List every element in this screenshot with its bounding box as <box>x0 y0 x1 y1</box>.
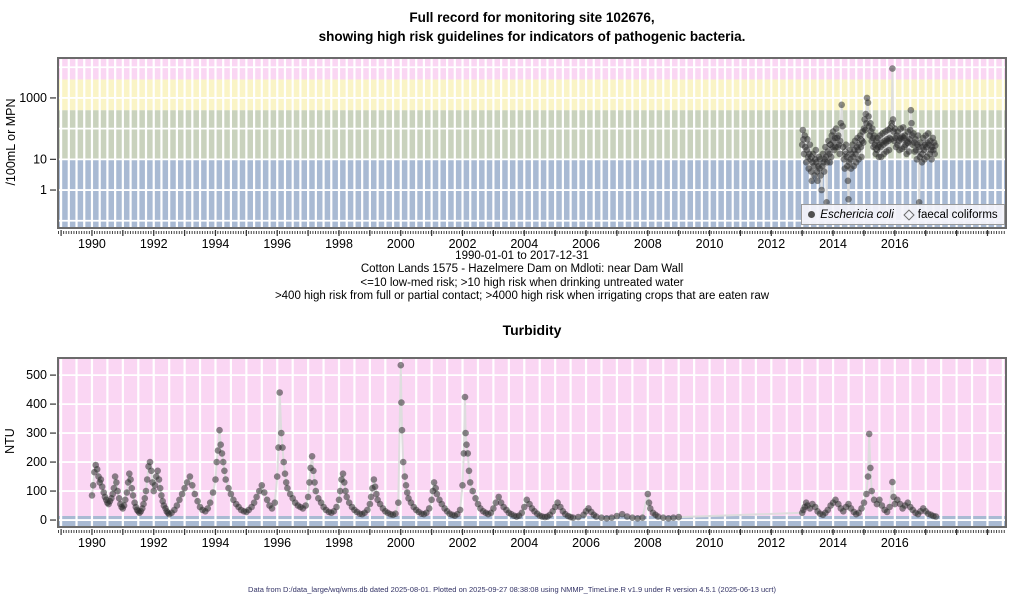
main-title: Full record for monitoring site 102676, … <box>58 8 1006 46</box>
svg-text:2014: 2014 <box>819 237 847 251</box>
svg-text:400: 400 <box>26 397 47 411</box>
svg-text:2016: 2016 <box>881 237 909 251</box>
svg-text:2004: 2004 <box>510 237 538 251</box>
svg-text:2014: 2014 <box>819 536 847 550</box>
bacteria-x-axis: 1990 1992 1994 1996 1998 2000 2002 2004 2006 2008… <box>58 230 1006 251</box>
faecal-marker-icon <box>903 208 915 221</box>
svg-text:500: 500 <box>26 368 47 382</box>
svg-text:2008: 2008 <box>634 237 662 251</box>
svg-text:100: 100 <box>26 484 47 498</box>
svg-text:1990: 1990 <box>78 536 106 550</box>
svg-text:1996: 1996 <box>263 536 291 550</box>
footer-provenance: Data from D:/data_large/wq/wms.db dated … <box>248 585 776 594</box>
bacteria-y-axis-label: /100mL or MPN <box>4 98 18 186</box>
svg-text:300: 300 <box>26 426 47 440</box>
bacteria-legend: Eschericia coli faecal coliforms <box>801 204 1005 225</box>
svg-text:2004: 2004 <box>510 536 538 550</box>
svg-text:1998: 1998 <box>325 536 353 550</box>
svg-text:1996: 1996 <box>263 237 291 251</box>
turbidity-y-axis: 0 100 200 300 400 500 <box>26 368 56 527</box>
svg-text:2006: 2006 <box>572 237 600 251</box>
svg-text:1: 1 <box>40 183 47 197</box>
svg-text:1998: 1998 <box>325 237 353 251</box>
svg-text:1994: 1994 <box>202 237 230 251</box>
svg-text:1992: 1992 <box>140 536 168 550</box>
bacteria-captions: 1990-01-01 to 2017-12-31 Cotton Lands 15… <box>20 250 1024 304</box>
caption-risk-line2: >400 high risk from full or partial cont… <box>274 290 770 303</box>
svg-text:2000: 2000 <box>387 536 415 550</box>
svg-text:2016: 2016 <box>881 536 909 550</box>
caption-date-range: 1990-01-01 to 2017-12-31 <box>455 250 589 262</box>
turbidity-frame <box>57 357 1007 528</box>
svg-text:1994: 1994 <box>202 536 230 550</box>
bacteria-points-open <box>807 122 927 162</box>
svg-text:1992: 1992 <box>140 237 168 251</box>
turbidity-title: Turbidity <box>502 322 562 338</box>
svg-text:0: 0 <box>40 513 47 527</box>
svg-text:2006: 2006 <box>572 536 600 550</box>
turbidity-points-filled <box>88 361 940 522</box>
legend-label-faecal: faecal coliforms <box>917 208 998 221</box>
chart-bacteria: 1990 1992 1994 1996 1998 2000 2002 2004 2006 2008… <box>19 57 1007 251</box>
bacteria-frame <box>57 57 1007 229</box>
svg-text:2012: 2012 <box>757 237 785 251</box>
svg-text:2010: 2010 <box>696 237 724 251</box>
main-title-line2: showing high risk guidelines for indicat… <box>318 29 746 44</box>
caption-risk-line1: <=10 low-med risk; >10 high risk when dr… <box>360 276 684 289</box>
turbidity-x-axis: 1990 1992 1994 1996 1998 2000 2002 2004 2006 2008… <box>58 529 1006 550</box>
svg-text:1990: 1990 <box>78 237 106 251</box>
ecoli-marker-icon <box>808 211 816 218</box>
legend-label-ecoli: Eschericia coli <box>820 208 894 221</box>
svg-text:200: 200 <box>26 455 47 469</box>
bacteria-points-filled <box>798 65 939 206</box>
main-title-line1: Full record for monitoring site 102676, <box>409 10 655 25</box>
svg-text:2002: 2002 <box>449 237 477 251</box>
caption-site-name: Cotton Lands 1575 - Hazelmere Dam on Mdl… <box>360 263 684 276</box>
svg-text:1000: 1000 <box>19 91 47 105</box>
svg-text:2008: 2008 <box>634 536 662 550</box>
svg-text:2000: 2000 <box>387 237 415 251</box>
chart-turbidity: 1990 1992 1994 1996 1998 2000 2002 2004 2006 2008… <box>26 357 1007 550</box>
svg-text:2010: 2010 <box>696 536 724 550</box>
bacteria-y-axis: 1000 10 1 <box>19 91 56 197</box>
svg-text:2002: 2002 <box>449 536 477 550</box>
svg-text:2012: 2012 <box>757 536 785 550</box>
turbidity-y-axis-label: NTU <box>3 428 17 454</box>
svg-text:10: 10 <box>33 152 47 166</box>
